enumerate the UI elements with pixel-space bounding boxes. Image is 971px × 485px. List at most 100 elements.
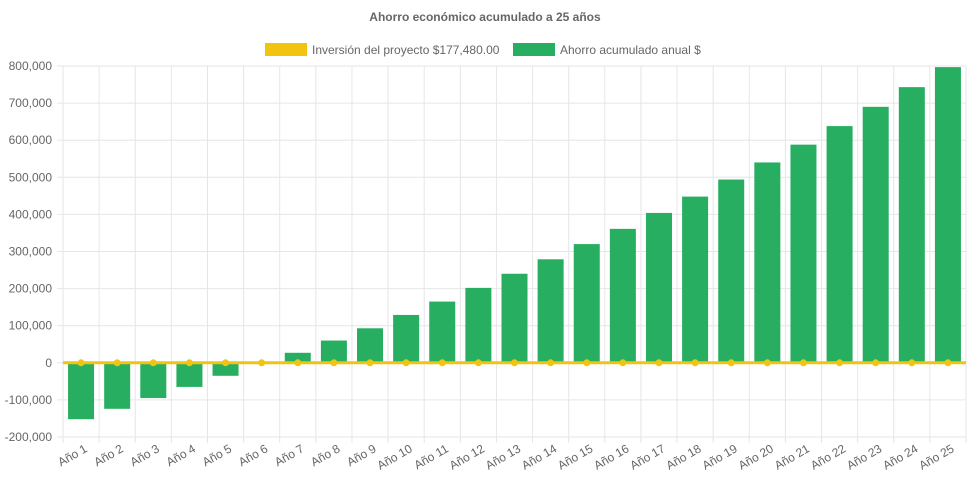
chart-title: Ahorro económico acumulado a 25 años — [369, 10, 601, 24]
line-point — [655, 359, 663, 367]
x-tick-label: Año 23 — [844, 441, 884, 472]
legend-label: Ahorro acumulado anual $ — [560, 43, 701, 57]
bar — [898, 87, 925, 363]
line-point — [438, 359, 446, 367]
legend-label: Inversión del proyecto $177,480.00 — [312, 43, 500, 57]
line-point — [763, 359, 771, 367]
line-point — [185, 359, 193, 367]
x-tick-label: Año 11 — [412, 441, 451, 472]
x-tick-label: Año 1 — [55, 441, 89, 469]
bar — [104, 362, 131, 409]
x-tick-label: Año 7 — [272, 441, 306, 469]
line-point — [402, 359, 410, 367]
x-tick-label: Año 13 — [483, 441, 523, 472]
line-point — [511, 359, 518, 367]
y-tick-label: 300,000 — [9, 245, 53, 259]
bar — [790, 144, 817, 363]
x-tick-label: Año 25 — [916, 441, 956, 472]
x-tick-label: Año 8 — [308, 441, 342, 469]
line-point — [908, 359, 916, 367]
line-point — [149, 359, 157, 367]
bar — [718, 179, 745, 363]
line-point — [944, 359, 952, 367]
x-tick-label: Año 14 — [519, 441, 559, 472]
line-series — [63, 359, 966, 367]
bar — [393, 314, 420, 363]
y-tick-label: 100,000 — [9, 319, 53, 333]
x-axis: Año 1 Año 2 Año 3 Año 4 Año 5 Año 6 Año 7 Año 8… — [55, 441, 956, 472]
bar — [826, 126, 853, 363]
y-tick-label: 800,000 — [9, 59, 53, 73]
line-point — [474, 359, 482, 367]
y-tick-label: 500,000 — [9, 170, 53, 184]
legend-item: Ahorro acumulado anual $ — [513, 43, 701, 57]
x-tick-label: Año 24 — [880, 441, 920, 472]
bar — [465, 287, 492, 363]
grid-lines — [57, 65, 967, 443]
line-point — [583, 359, 591, 367]
x-tick-label: Año 15 — [555, 441, 595, 472]
line-point — [799, 359, 807, 367]
x-tick-label: Año 19 — [700, 441, 740, 472]
line-point — [836, 359, 844, 367]
y-tick-label: 600,000 — [9, 133, 53, 147]
bar — [754, 162, 781, 363]
x-tick-label: Año 18 — [664, 441, 704, 472]
bar — [537, 259, 564, 363]
line-point — [113, 359, 121, 367]
x-tick-label: Año 9 — [344, 441, 378, 469]
y-tick-label: 0 — [45, 356, 52, 370]
legend-item: Inversión del proyecto $177,480.00 — [265, 43, 500, 57]
bar — [645, 212, 672, 363]
x-tick-label: Año 17 — [628, 441, 668, 472]
line-point — [727, 359, 735, 367]
bar — [140, 362, 167, 399]
line-point — [330, 359, 338, 367]
bar — [609, 228, 636, 363]
bar — [320, 340, 347, 363]
x-tick-label: Año 22 — [808, 441, 848, 472]
x-tick-label: Año 16 — [591, 441, 631, 472]
bar — [573, 244, 600, 363]
bar — [176, 362, 203, 387]
bar — [284, 352, 311, 363]
y-tick-label: -200,000 — [5, 430, 53, 444]
bar — [68, 362, 95, 420]
x-tick-label: Año 2 — [92, 441, 126, 469]
bar — [934, 67, 961, 363]
bar — [429, 301, 456, 363]
bar — [357, 328, 384, 363]
y-tick-label: 400,000 — [9, 207, 53, 221]
bar-series — [68, 67, 961, 420]
x-tick-label: Año 3 — [128, 441, 162, 469]
x-tick-label: Año 4 — [164, 441, 198, 469]
bar — [501, 273, 528, 363]
x-tick-label: Año 5 — [200, 441, 234, 469]
bar — [682, 196, 709, 363]
line-point — [547, 359, 555, 367]
legend-swatch — [265, 43, 307, 56]
legend-swatch — [513, 43, 555, 56]
x-tick-label: Año 20 — [736, 441, 776, 472]
x-tick-label: Año 21 — [772, 441, 812, 472]
y-tick-label: 200,000 — [9, 282, 53, 296]
y-tick-label: 700,000 — [9, 96, 53, 110]
x-tick-label: Año 12 — [447, 441, 487, 472]
bar — [862, 106, 889, 363]
x-tick-label: Año 10 — [375, 441, 415, 472]
line-point — [691, 359, 699, 367]
line-point — [872, 359, 880, 367]
line-point — [77, 359, 85, 367]
line-point — [619, 359, 627, 367]
x-tick-label: Año 6 — [236, 441, 270, 469]
line-point — [258, 359, 266, 367]
y-tick-label: -100,000 — [5, 393, 53, 407]
line-point — [222, 359, 230, 367]
y-axis: 800,000 700,000 600,000 500,000 400,000 300,0… — [5, 59, 53, 444]
bar — [212, 362, 239, 376]
legend: Inversión del proyecto $177,480.00 Ahorro… — [265, 43, 701, 57]
line-point — [294, 359, 302, 367]
line-point — [366, 359, 374, 367]
